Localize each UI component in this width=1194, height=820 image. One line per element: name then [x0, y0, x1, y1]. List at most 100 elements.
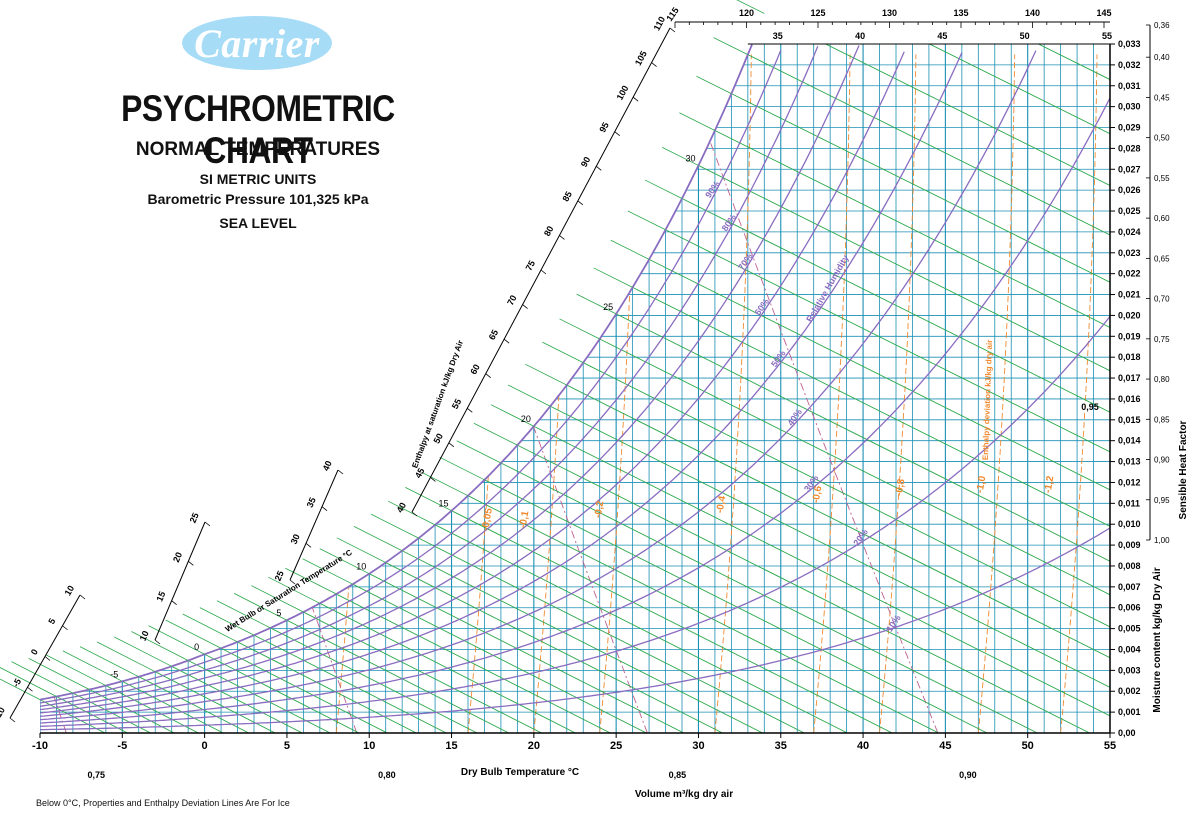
y-tick-label: 0,018	[1118, 352, 1141, 362]
y-tick-label: 0,004	[1118, 644, 1141, 654]
shf-tick-label: 0,80	[1154, 375, 1170, 384]
enthalpy-scale-upper-tick	[485, 373, 491, 379]
shf-tick-label: 1,00	[1154, 536, 1170, 545]
y-tick-label: 0,024	[1118, 227, 1141, 237]
enthalpy-scale-upper-tick	[651, 62, 657, 67]
wet-bulb-line	[122, 680, 224, 733]
enthalpy-extension-line	[251, 585, 304, 613]
enthalpy-scale-lower-label: 25	[188, 511, 201, 524]
wet-bulb-line	[253, 634, 447, 733]
enthalpy-extension-line	[165, 619, 222, 649]
enthalpy-scale-upper-label: 75	[524, 259, 538, 273]
chart-grid	[40, 44, 1110, 733]
enthalpy-extension-line	[182, 613, 238, 643]
enthalpy-scale-low-label: -10	[0, 705, 7, 721]
shf-tick-label: 0,36	[1154, 21, 1170, 30]
enthalpy-extension-line	[576, 293, 617, 315]
top-enthalpy-tick-label: 115	[664, 5, 681, 23]
enthalpy-extension-line	[473, 422, 518, 446]
wet-bulb-line	[286, 619, 509, 733]
enthalpy-scale-mid-line	[289, 469, 339, 581]
enthalpy-extension-line	[131, 631, 189, 661]
enthalpy-scale-low-label: 10	[63, 584, 77, 598]
enthalpy-deviation-label: -0,1	[518, 510, 532, 529]
rh-curve-70	[40, 45, 860, 711]
enthalpy-extension-line	[405, 487, 452, 512]
shf-tick-label: 0,65	[1154, 254, 1170, 263]
rh-curve-50	[40, 52, 963, 717]
units-label: SI METRIC UNITS	[199, 171, 317, 187]
enthalpy-scale-lower-label: 10	[138, 629, 151, 642]
shf-tick-label: 0,45	[1154, 93, 1170, 102]
volume-line	[677, 54, 939, 733]
enthalpy-extension-line	[507, 384, 551, 407]
wet-bulb-line	[467, 495, 939, 733]
wet-bulb-line	[797, 44, 1110, 733]
rh-curve-30	[40, 97, 1110, 724]
rh-label: 20%	[851, 527, 870, 547]
y-tick-label: 0,023	[1118, 248, 1141, 258]
enthalpy-scale-upper-tick	[577, 200, 584, 206]
wet-bulb-line	[648, 258, 1110, 733]
enthalpy-extension-line	[28, 658, 90, 690]
enthalpy-scale-upper-label: 50	[431, 432, 445, 446]
volume-tick-label: 0,90	[959, 770, 977, 780]
rh-curve-60	[40, 51, 905, 714]
y-tick-label: 0,020	[1118, 310, 1141, 320]
enthalpy-scale-mid-tick	[289, 579, 296, 585]
wet-bulb-line	[698, 165, 1110, 733]
enthalpy-extension-line	[79, 646, 139, 678]
y-tick-label: 0,001	[1118, 707, 1141, 717]
enthalpy-extension-line	[370, 513, 419, 539]
enthalpy-scale-upper-label: 40	[395, 501, 409, 515]
shf-tick-label: 0,50	[1154, 134, 1170, 143]
enthalpy-scale-upper-tick	[522, 304, 528, 309]
enthalpy-extension-line	[353, 525, 403, 552]
y-tick-label: 0,033	[1118, 39, 1141, 49]
enthalpy-scale-upper-label: 95	[597, 121, 611, 135]
y-tick-label: 0,028	[1118, 143, 1141, 153]
wet-bulb-line	[204, 653, 360, 733]
y-tick-label: 0,008	[1118, 561, 1141, 571]
enthalpy-extension-line	[422, 472, 469, 497]
volume-tick-label: 0,80	[378, 770, 396, 780]
enthalpy-deviation-label: -0,2	[593, 500, 607, 519]
enthalpy-scale-upper-tick	[430, 477, 436, 482]
enthalpy-extension-line	[199, 607, 255, 636]
enthalpy-scale-upper-tick	[596, 165, 602, 171]
shf-tick-label: 0,60	[1154, 214, 1170, 223]
wet-bulb-line	[434, 524, 848, 733]
x-tick-label: 25	[610, 740, 622, 752]
wet-bulb-line	[764, 44, 1110, 733]
enthalpy-extension-line	[388, 500, 436, 526]
enthalpy-extension-line	[696, 75, 732, 94]
wet-bulb-line	[385, 562, 723, 733]
enthalpy-deviation-axis-label: Enthalpy deviation kJ/kg dry air	[981, 340, 994, 461]
wet-bulb-line	[681, 198, 1110, 733]
y-tick-label: 0,029	[1118, 123, 1141, 133]
enthalpy-scale-mid-label: 40	[321, 459, 334, 472]
top-temp-tick-label: 55	[1102, 31, 1112, 41]
top-enthalpy-tick-label: 145	[1096, 8, 1111, 18]
enthalpy-scale-upper-tick	[467, 407, 473, 413]
enthalpy-scale-lower-label: 15	[154, 590, 167, 603]
y-tick-label: 0,027	[1118, 164, 1141, 174]
enthalpy-deviation-label: -0,4	[715, 495, 729, 514]
enthalpy-extension-line	[627, 210, 666, 231]
enthalpy-extension-line	[268, 576, 321, 604]
rh-label: 90%	[703, 179, 722, 199]
y-tick-label: 0,022	[1118, 269, 1141, 279]
enthalpy-scale-upper-label: 100	[615, 84, 631, 102]
x-tick-label: 45	[939, 740, 951, 752]
wet-bulb-line	[418, 537, 805, 733]
enthalpy-scale-mid-tick	[305, 543, 312, 548]
enthalpy-scale-lower-tick	[154, 639, 161, 645]
enthalpy-extension-line	[45, 654, 107, 686]
shf-tick-label: 0,85	[1154, 415, 1170, 424]
y-tick-label: 0,017	[1118, 373, 1141, 383]
enthalpy-deviation-line	[467, 54, 505, 733]
y-tick-label: 0,026	[1118, 185, 1141, 195]
y-tick-label: 0,032	[1118, 60, 1141, 70]
enthalpy-extension-line	[644, 179, 683, 199]
wet-bulb-line	[401, 550, 763, 733]
